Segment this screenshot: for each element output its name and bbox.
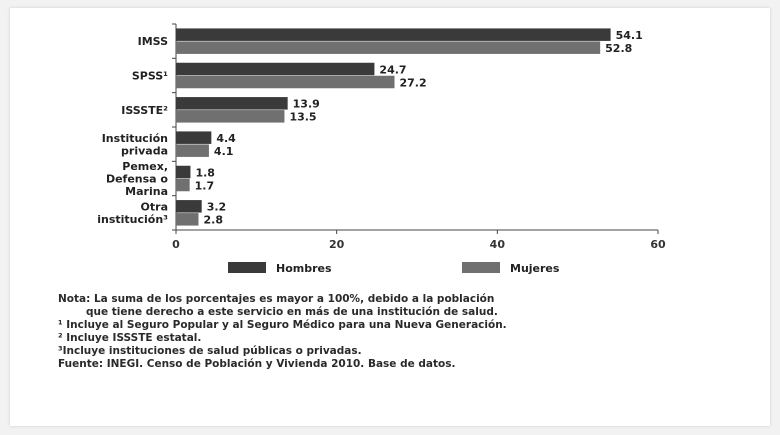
data-label: 1.7 [195,179,215,192]
category-label: Defensa o [106,173,168,186]
category-label: SPSS¹ [132,70,168,83]
data-label: 24.7 [379,63,406,76]
bar-mujeres [176,144,209,157]
category-label: Institución [102,132,168,145]
note-line-2: que tiene derecho a este servicio en más… [86,306,498,318]
category-label: Pemex, [122,160,168,173]
data-label: 3.2 [207,201,227,214]
legend-label-mujeres: Mujeres [510,262,560,275]
category-label: Otra [141,201,168,214]
bar-mujeres [176,110,285,123]
data-label: 1.8 [195,166,215,179]
legend-label-hombres: Hombres [276,262,332,275]
bar-mujeres [176,178,190,192]
footnote-3: ³Incluye instituciones de salud públicas… [58,345,362,357]
bar-hombres [176,97,288,110]
source-line: Fuente: INEGI. Censo de Población y Vivi… [58,358,456,370]
data-label: 4.1 [214,145,234,158]
data-label: 54.1 [616,29,643,42]
bar-hombres [176,131,212,144]
data-label: 13.9 [293,98,320,111]
legend-swatch-mujeres [462,262,500,273]
data-label: 52.8 [605,42,632,55]
category-label: institución³ [97,213,168,226]
chart-notes: Nota: La suma de los porcentajes es mayo… [58,293,748,371]
bar-hombres [176,62,375,76]
data-label: 2.8 [203,214,223,227]
category-label: Marina [125,185,168,198]
bar-hombres [176,165,191,179]
x-tick-label: 40 [490,238,506,251]
bar-mujeres [176,41,601,54]
legend-swatch-hombres [228,262,266,273]
x-tick-label: 0 [172,238,180,251]
bar-hombres [176,28,611,41]
data-label: 4.4 [216,132,236,145]
footnote-2: ² Incluye ISSSTE estatal. [58,332,202,344]
category-label: privada [121,144,168,157]
data-label: 27.2 [400,76,427,89]
category-label: ISSSTE² [121,104,168,117]
bar-mujeres [176,213,199,226]
note-line-1: Nota: La suma de los porcentajes es mayo… [58,293,495,305]
bar-chart: 0 20 40 60 54.152.8 IMSS 24.727.2 SPSS¹ 13.913.5… [97,23,666,275]
category-label: IMSS [138,35,168,48]
chart-figure: 0 20 40 60 54.1 52.8 IMSS 24.7 27.2 SPSS¹ 13.9 13.5… [10,8,770,426]
x-tick-label: 20 [329,238,345,251]
bar-mujeres [176,75,395,89]
footnote-1: ¹ Incluye al Seguro Popular y al Seguro … [58,319,507,331]
x-tick-label: 60 [650,238,666,251]
bar-hombres [176,200,202,213]
data-label: 13.5 [289,111,316,124]
